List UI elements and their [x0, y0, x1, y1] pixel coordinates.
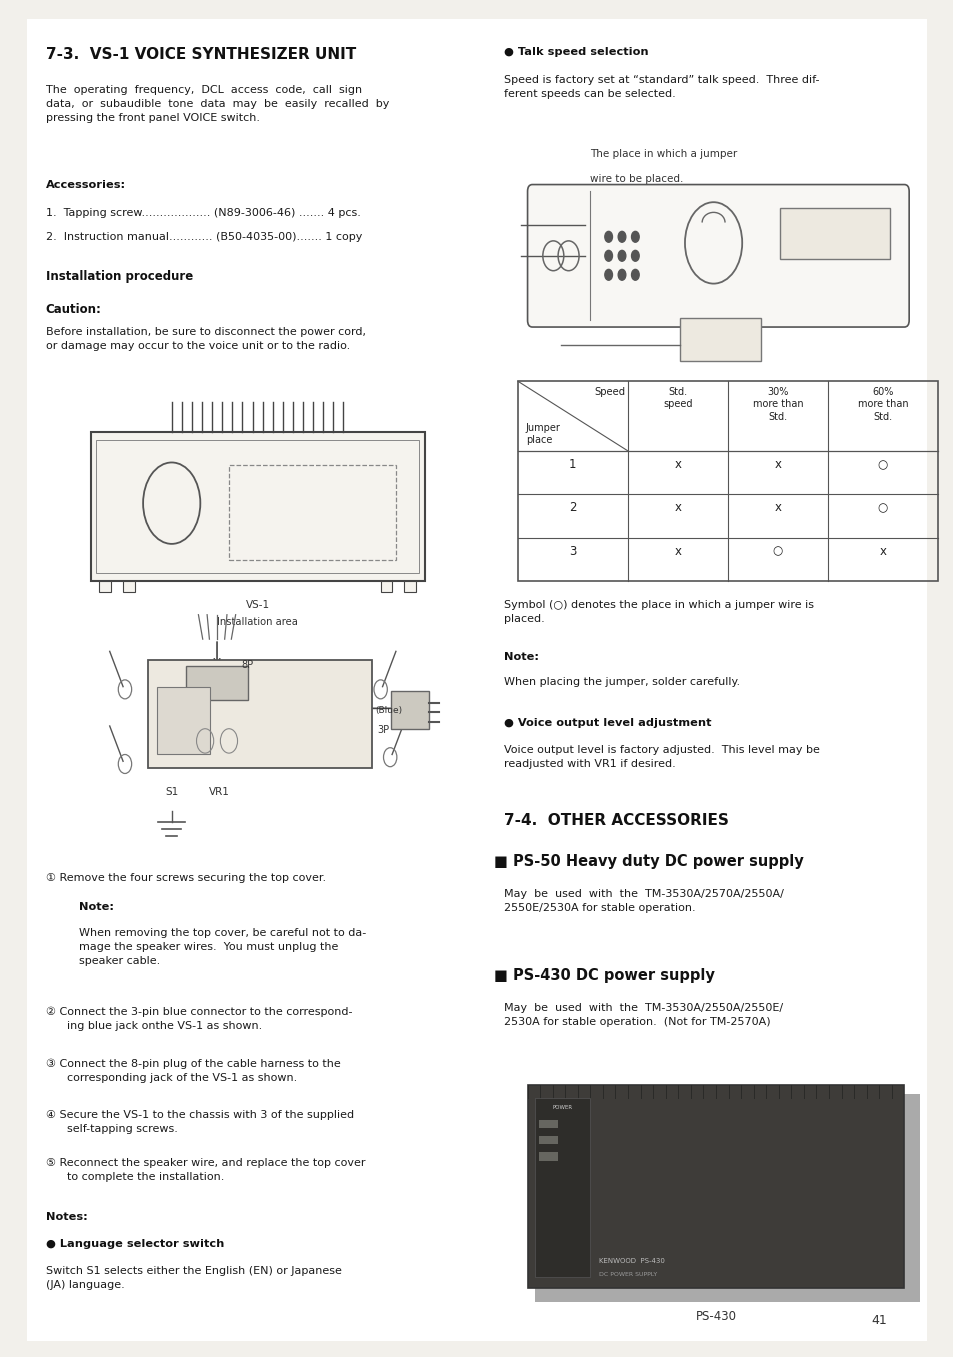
Text: x: x	[674, 501, 680, 514]
Text: x: x	[774, 457, 781, 471]
Bar	[780, 208, 889, 259]
Bar	[391, 691, 429, 729]
Circle shape	[618, 251, 625, 262]
Text: ■ PS-50 Heavy duty DC power supply: ■ PS-50 Heavy duty DC power supply	[494, 854, 803, 868]
Circle shape	[618, 232, 625, 243]
Text: ● Talk speed selection: ● Talk speed selection	[503, 47, 648, 57]
Text: ○: ○	[772, 544, 782, 558]
Text: ② Connect the 3-pin blue connector to the correspond-
      ing blue jack onthe : ② Connect the 3-pin blue connector to th…	[46, 1007, 352, 1031]
Circle shape	[618, 270, 625, 281]
Text: 30%
more than
Std.: 30% more than Std.	[752, 387, 802, 422]
Text: Notes:: Notes:	[46, 1212, 88, 1221]
Bar	[186, 666, 248, 700]
Text: DC POWER SUPPLY: DC POWER SUPPLY	[598, 1273, 657, 1277]
Text: 1: 1	[569, 457, 576, 471]
Text: Jumper
place: Jumper place	[525, 423, 560, 445]
Text: May  be  used  with  the  TM-3530A/2570A/2550A/
2550E/2530A for stable operation: May be used with the TM-3530A/2570A/2550…	[503, 889, 782, 913]
Bar	[96, 440, 418, 573]
Circle shape	[631, 270, 639, 281]
Text: 1.  Tapping screw................... (N89-3006-46) ....... 4 pcs.: 1. Tapping screw................... (N89…	[46, 208, 360, 217]
Text: Installation procedure: Installation procedure	[46, 270, 193, 284]
Text: 3P: 3P	[376, 726, 389, 735]
Text: Caution:: Caution:	[46, 303, 102, 316]
Bar	[679, 318, 760, 361]
Bar	[91, 432, 424, 581]
Text: When removing the top cover, be careful not to da-
mage the speaker wires.  You : When removing the top cover, be careful …	[79, 928, 366, 966]
Text: The place in which a jumper: The place in which a jumper	[589, 149, 736, 159]
Text: Voice output level is factory adjusted.  This level may be
readjusted with VR1 i: Voice output level is factory adjusted. …	[503, 745, 819, 769]
Text: 2: 2	[569, 501, 576, 514]
FancyBboxPatch shape	[527, 185, 908, 327]
Text: S1: S1	[165, 787, 178, 797]
Text: ○: ○	[877, 501, 887, 514]
Text: Note:: Note:	[503, 651, 538, 662]
Text: wire to be placed.: wire to be placed.	[589, 174, 682, 183]
Text: 8P: 8P	[240, 660, 253, 669]
Text: x: x	[774, 501, 781, 514]
Bar	[229, 465, 395, 560]
Text: KENWOOD  PS-430: KENWOOD PS-430	[598, 1258, 664, 1263]
Text: ● Voice output level adjustment: ● Voice output level adjustment	[503, 718, 711, 729]
Text: x: x	[674, 544, 680, 558]
Text: VS-1: VS-1	[245, 600, 270, 609]
Text: 41: 41	[870, 1314, 886, 1327]
Text: ■ PS-430 DC power supply: ■ PS-430 DC power supply	[494, 968, 715, 982]
Text: ⑤ Reconnect the speaker wire, and replace the top cover
      to complete the in: ⑤ Reconnect the speaker wire, and replac…	[46, 1158, 365, 1182]
Text: POWER: POWER	[552, 1105, 572, 1110]
Bar	[538, 1152, 558, 1160]
Text: 60%
more than
Std.: 60% more than Std.	[857, 387, 907, 422]
Circle shape	[631, 232, 639, 243]
Circle shape	[604, 251, 612, 262]
Text: (Blue): (Blue)	[375, 706, 401, 715]
Bar	[535, 1094, 919, 1301]
Text: PS-430: PS-430	[695, 1310, 736, 1323]
Text: Std.
speed: Std. speed	[662, 387, 692, 410]
Bar	[157, 687, 210, 754]
Text: Note:: Note:	[79, 902, 114, 912]
Text: ○: ○	[877, 457, 887, 471]
Text: ● Language selector switch: ● Language selector switch	[46, 1239, 224, 1248]
Text: 3: 3	[569, 544, 576, 558]
Text: 2.  Instruction manual............ (B50-4035-00)....... 1 copy: 2. Instruction manual............ (B50-4…	[46, 232, 362, 242]
Circle shape	[631, 251, 639, 262]
Text: ① Remove the four screws securing the top cover.: ① Remove the four screws securing the to…	[46, 873, 326, 882]
Text: ③ Connect the 8-pin plug of the cable harness to the
      corresponding jack of: ③ Connect the 8-pin plug of the cable ha…	[46, 1058, 340, 1083]
Text: May  be  used  with  the  TM-3530A/2550A/2550E/
2530A for stable operation.  (No: May be used with the TM-3530A/2550A/2550…	[503, 1003, 782, 1027]
Text: Accessories:: Accessories:	[46, 180, 126, 190]
Circle shape	[604, 270, 612, 281]
Text: The  operating  frequency,  DCL  access  code,  call  sign
data,  or  subaudible: The operating frequency, DCL access code…	[46, 85, 389, 123]
Text: Before installation, be sure to disconnect the power cord,
or damage may occur t: Before installation, be sure to disconne…	[46, 327, 365, 351]
Bar	[404, 581, 416, 592]
Text: x: x	[879, 544, 885, 558]
Text: 7-4.  OTHER ACCESSORIES: 7-4. OTHER ACCESSORIES	[503, 813, 728, 828]
Bar	[535, 1098, 589, 1277]
Bar	[517, 381, 937, 581]
Bar	[99, 581, 111, 592]
Text: VR1: VR1	[209, 787, 230, 797]
Bar	[380, 581, 392, 592]
Circle shape	[604, 232, 612, 243]
Text: Speed: Speed	[595, 387, 625, 396]
Text: Switch S1 selects either the English (EN) or Japanese
(JA) language.: Switch S1 selects either the English (EN…	[46, 1266, 341, 1291]
Bar	[538, 1136, 558, 1144]
Bar	[148, 660, 372, 768]
Text: When placing the jumper, solder carefully.: When placing the jumper, solder carefull…	[503, 677, 740, 688]
Text: ④ Secure the VS-1 to the chassis with 3 of the supplied
      self-tapping screw: ④ Secure the VS-1 to the chassis with 3 …	[46, 1110, 354, 1134]
Text: x: x	[674, 457, 680, 471]
Text: 7-3.  VS-1 VOICE SYNTHESIZER UNIT: 7-3. VS-1 VOICE SYNTHESIZER UNIT	[46, 47, 355, 62]
Bar	[527, 1084, 903, 1288]
Text: Symbol (○) denotes the place in which a jumper wire is
placed.: Symbol (○) denotes the place in which a …	[503, 600, 813, 624]
Bar	[123, 581, 134, 592]
Text: Installation area: Installation area	[217, 617, 297, 627]
Bar	[538, 1120, 558, 1128]
Text: Speed is factory set at “standard” talk speed.  Three dif-
ferent speeds can be : Speed is factory set at “standard” talk …	[503, 75, 819, 99]
